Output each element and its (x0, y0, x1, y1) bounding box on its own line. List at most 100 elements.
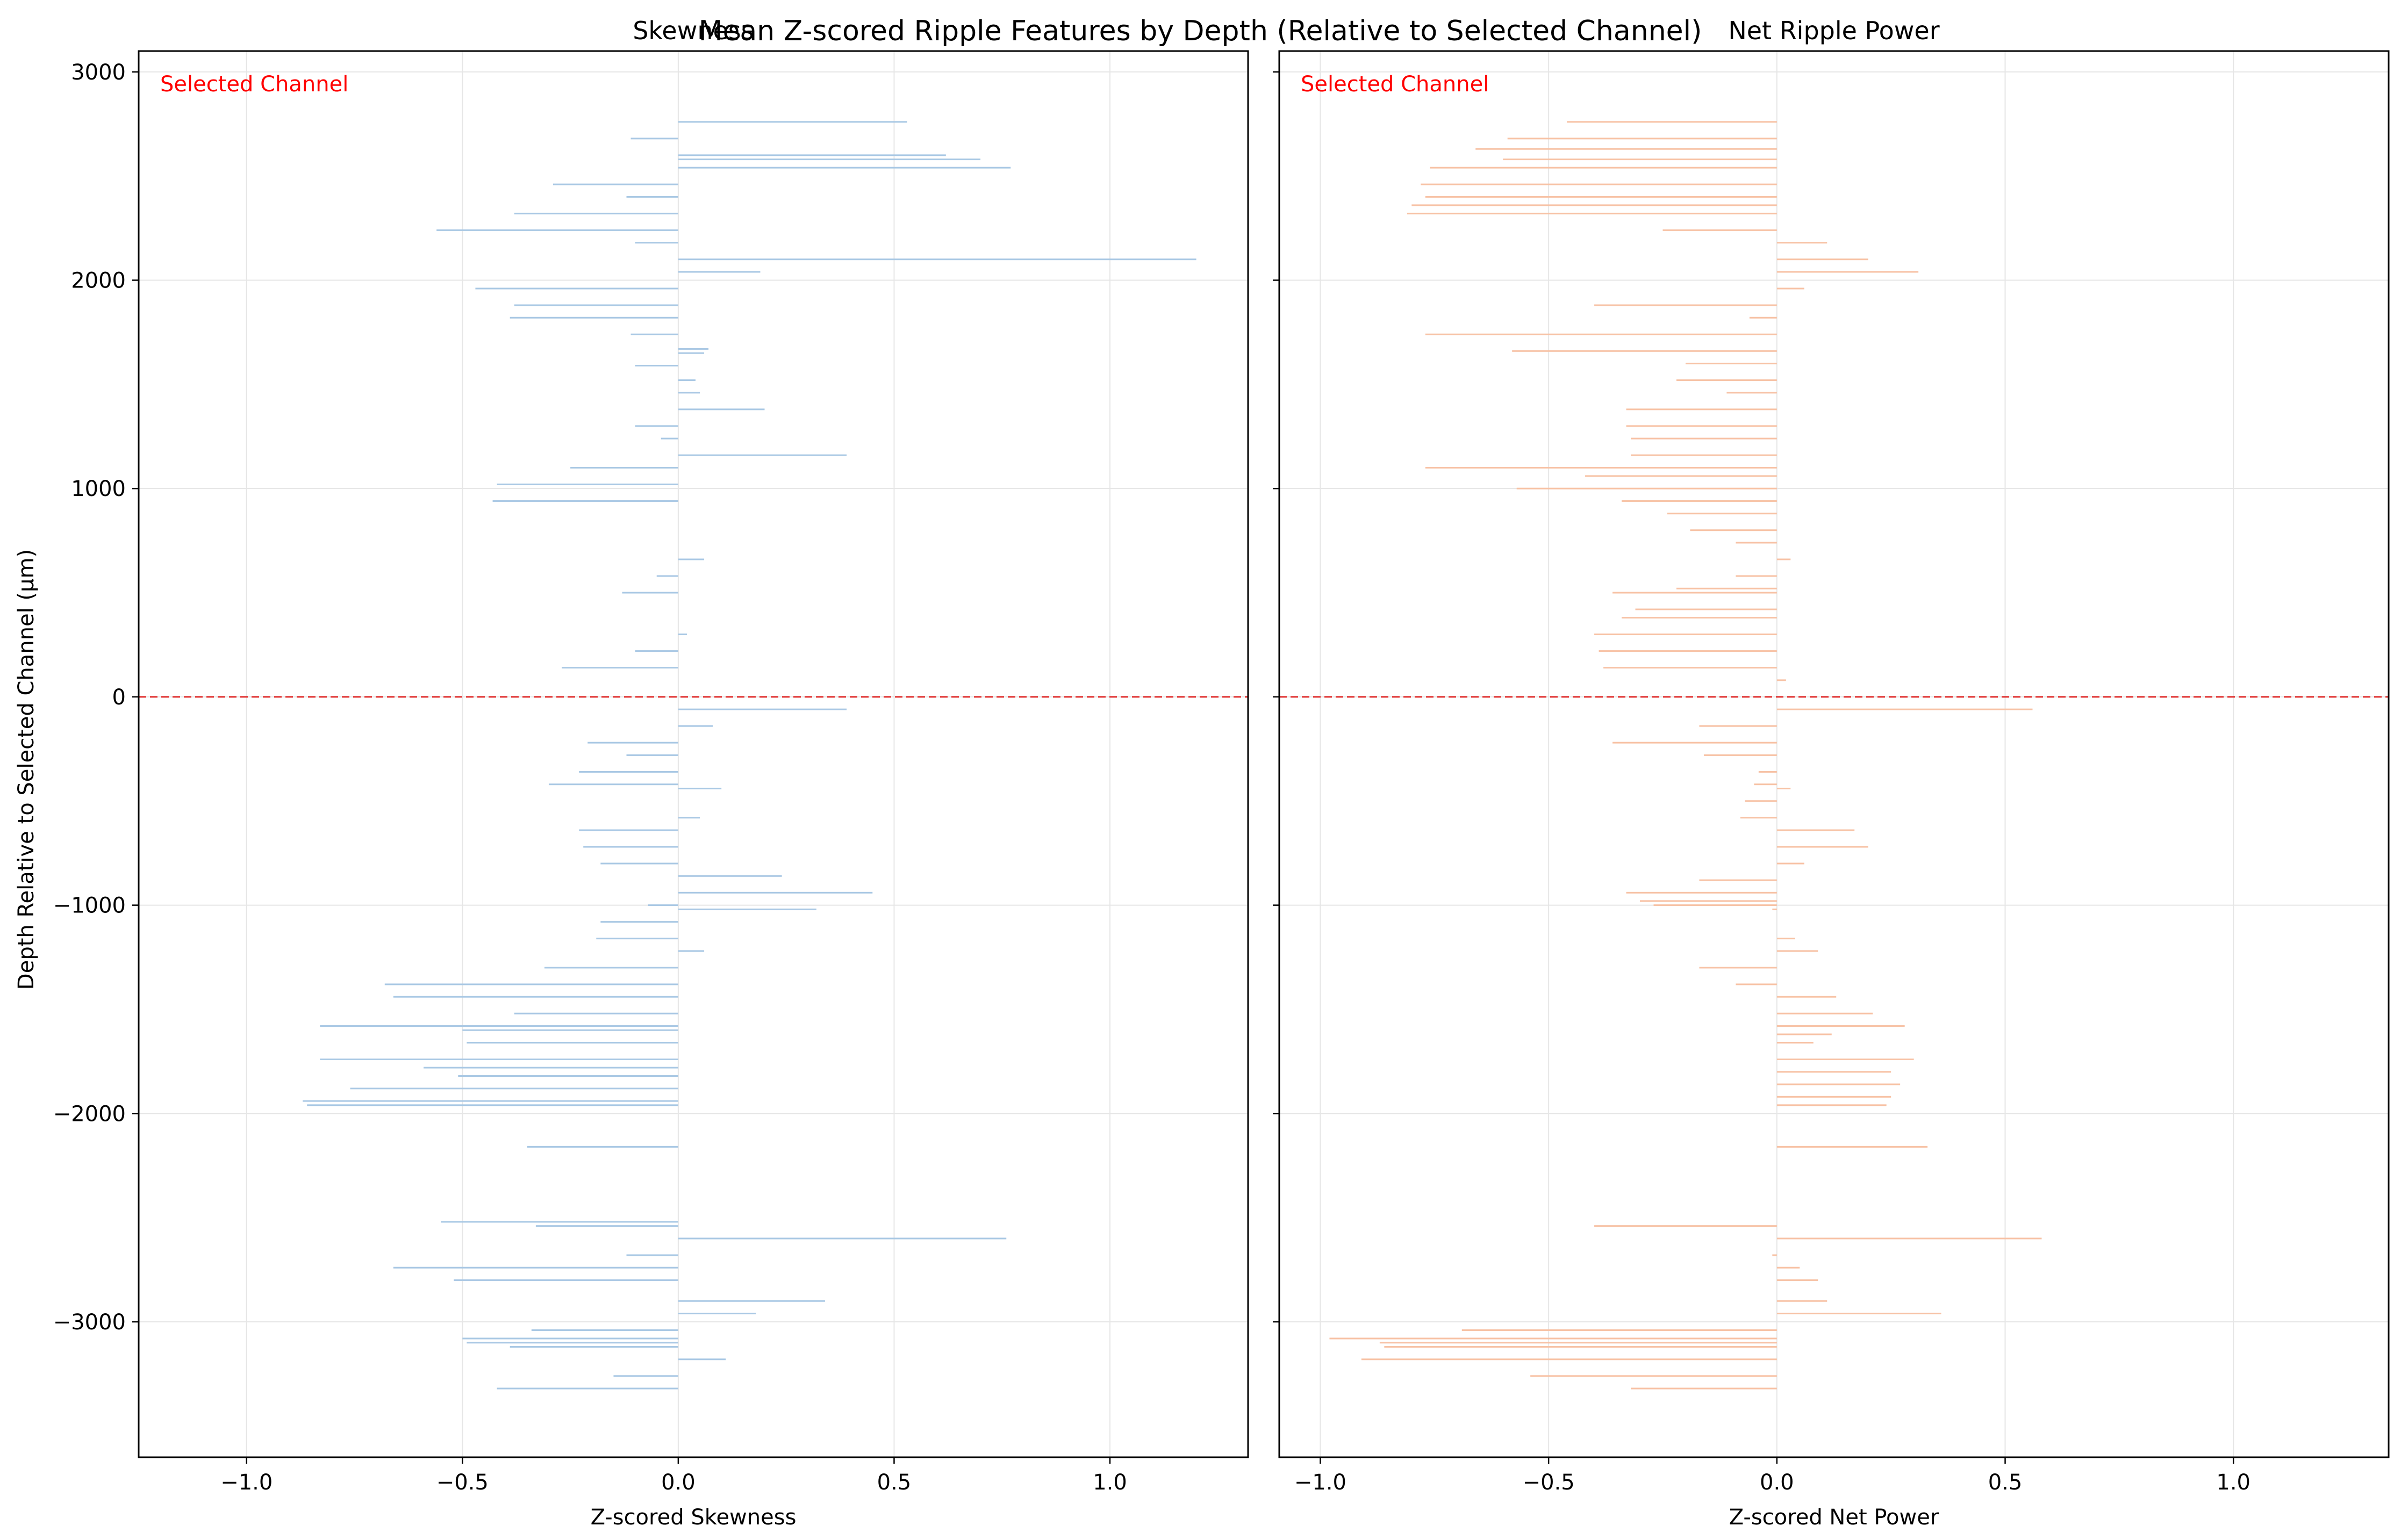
skewness-bar (678, 121, 907, 123)
skewness-bar (320, 1025, 678, 1027)
power-bar (1567, 121, 1777, 123)
power-bar (1776, 1104, 1887, 1106)
power-bar (1772, 908, 1777, 910)
skewness-bar (626, 196, 678, 198)
skewness-bar (678, 454, 847, 456)
power-bar (1776, 1012, 1873, 1014)
skewness-bar (393, 1266, 678, 1269)
skewness-bar (553, 183, 678, 185)
skewness-bar (678, 408, 765, 411)
skewness-bar (384, 983, 678, 985)
power-bar (1776, 708, 2033, 710)
skewness-bar (535, 1225, 678, 1227)
x-axis-label: Z-scored Skewness (591, 1505, 797, 1530)
skewness-bar (596, 938, 678, 940)
panel-title: Skewness (633, 16, 754, 45)
skewness-bar (514, 304, 678, 306)
power-bar (1776, 950, 1818, 952)
skewness-bar (678, 379, 696, 382)
power-bar (1699, 725, 1777, 727)
skewness-bar (635, 242, 678, 244)
skewness-bar (393, 996, 678, 998)
power-bar (1594, 1225, 1777, 1227)
skewness-bar (510, 316, 678, 319)
skewness-bar (462, 1029, 678, 1031)
power-bar (1776, 1312, 1941, 1314)
power-bar (1736, 575, 1777, 577)
power-bar (1776, 938, 1795, 940)
skewness-bar (656, 575, 678, 577)
power-bar (1776, 787, 1791, 789)
power-bar (1772, 1254, 1777, 1256)
x-axis-label: Z-scored Net Power (1729, 1505, 1939, 1530)
skewness-bar (648, 904, 678, 906)
skewness-bar (600, 921, 678, 923)
plot-frame (138, 50, 1249, 1458)
skewness-bar (462, 1337, 678, 1340)
power-bar (1676, 379, 1777, 382)
power-bar (1530, 1375, 1777, 1377)
power-bar (1421, 183, 1777, 185)
skewness-bar (458, 1075, 678, 1077)
skewness-bar (626, 754, 678, 756)
x-tick-label: 1.0 (2216, 1470, 2251, 1495)
skewness-bar (454, 1279, 678, 1281)
power-bar (1776, 1279, 1818, 1281)
power-bar (1699, 967, 1777, 969)
power-bar (1699, 879, 1777, 881)
skewness-bar (350, 1088, 678, 1090)
y-tick-label: 0 (112, 685, 126, 710)
figure-suptitle: Mean Z-scored Ripple Features by Depth (… (699, 15, 1702, 47)
skewness-bar (678, 875, 782, 877)
power-bar (1736, 542, 1777, 544)
skewness-bar (514, 1012, 678, 1014)
power-bar (1612, 742, 1777, 744)
skewness-bar (678, 271, 761, 273)
skewness-bar (678, 787, 722, 789)
power-bar (1329, 1337, 1777, 1340)
skewness-bar (678, 634, 687, 636)
power-bar (1776, 242, 1827, 244)
power-bar (1461, 1329, 1777, 1332)
x-tick-label: 0.0 (661, 1470, 696, 1495)
skewness-bar (678, 908, 816, 910)
skewness-bar (678, 348, 709, 350)
skewness-bar (678, 167, 1011, 169)
x-tick-label: −0.5 (1523, 1470, 1575, 1495)
power-bar (1594, 634, 1777, 636)
power-bar (1685, 363, 1777, 365)
skewness-bar (527, 1146, 678, 1148)
skewness-bar (303, 1100, 678, 1102)
power-bar (1676, 587, 1777, 589)
power-bar (1776, 1146, 1928, 1148)
y-tick-label: −2000 (53, 1102, 126, 1126)
skewness-bar (570, 466, 678, 469)
power-bar (1507, 138, 1777, 140)
power-bar (1635, 608, 1777, 610)
power-bar (1512, 350, 1777, 352)
skewness-bar (544, 967, 678, 969)
y-tick-label: −3000 (53, 1310, 126, 1335)
x-tick-label: 0.5 (877, 1470, 912, 1495)
y-tick-label: 3000 (71, 60, 126, 85)
x-tick-label: −1.0 (1294, 1470, 1346, 1495)
power-bar (1626, 891, 1777, 894)
x-tick-label: 1.0 (1093, 1470, 1127, 1495)
power-bar (1612, 592, 1777, 594)
selected-channel-label: Selected Channel (1301, 72, 1489, 97)
skewness-bar (497, 1387, 678, 1390)
power-bar (1776, 558, 1791, 560)
skewness-bar (307, 1104, 678, 1106)
power-bar (1690, 529, 1777, 531)
skewness-panel: Selected Channel −1.0 −0.5 0.0 0.5 1.0 3000 200… (53, 16, 1249, 1530)
y-tick-label: −1000 (53, 894, 126, 918)
power-bar (1407, 212, 1777, 214)
power-bar (1776, 862, 1804, 865)
skewness-bar (467, 1041, 678, 1044)
skewness-bar (587, 742, 678, 744)
power-bar (1776, 679, 1786, 681)
skewness-bar (320, 1058, 678, 1060)
skewness-bar (630, 333, 678, 335)
power-bar (1622, 617, 1777, 619)
